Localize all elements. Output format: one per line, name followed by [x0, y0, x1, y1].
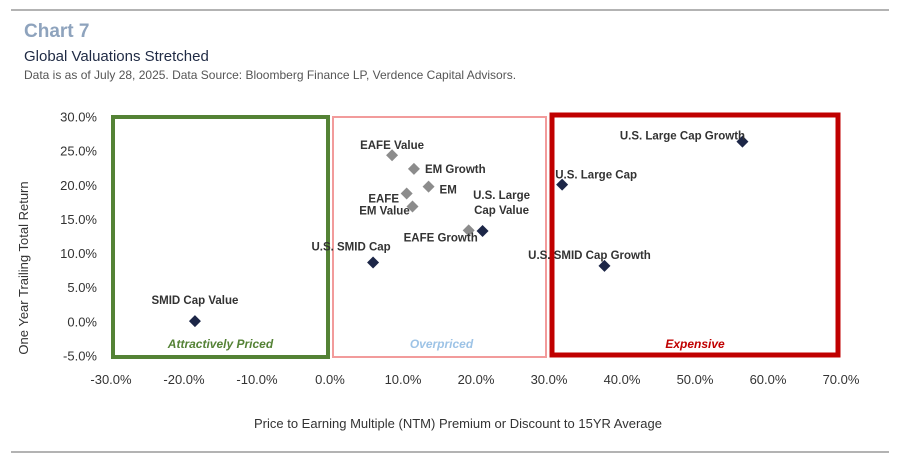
x-tick-label: -20.0% — [163, 372, 205, 387]
y-tick-label: 0.0% — [67, 314, 97, 329]
point-label: U.S. SMID Cap — [311, 241, 390, 253]
x-tick-label: -10.0% — [236, 372, 278, 387]
chart-title: Global Valuations Stretched — [24, 48, 209, 65]
data-point — [422, 180, 435, 193]
top-rule — [11, 9, 889, 11]
axes-layer: -30.0% -20.0% -10.0% 0.0% 10.0% 20.0% 30.0% 40.… — [60, 110, 860, 388]
y-tick-label: -5.0% — [63, 349, 97, 364]
zones-layer: Attractively Priced Overpriced Expensive — [111, 112, 841, 359]
point-label: SMID Cap Value — [151, 295, 238, 307]
x-tick-label: 40.0% — [604, 372, 641, 387]
data-point — [598, 259, 611, 272]
point-label: EAFE Growth — [404, 232, 478, 244]
data-point — [476, 225, 489, 238]
x-axis-title: Price to Earning Multiple (NTM) Premium … — [254, 416, 662, 431]
point-label: Cap Value — [474, 205, 529, 217]
zone-label: Expensive — [665, 337, 725, 351]
zone-label: Overpriced — [410, 337, 474, 351]
y-tick-label: 10.0% — [60, 246, 97, 261]
point-label: EM Value — [359, 205, 410, 217]
data-point — [556, 178, 569, 191]
x-tick-label: 70.0% — [823, 372, 860, 387]
y-tick-label: 15.0% — [60, 212, 97, 227]
y-tick-label: 30.0% — [60, 110, 97, 125]
data-point — [400, 187, 413, 200]
data-point — [367, 256, 380, 269]
x-tick-label: 60.0% — [750, 372, 787, 387]
zone-green-box — [111, 115, 330, 359]
x-tick-label: 0.0% — [315, 372, 345, 387]
zone-red-box — [549, 112, 841, 358]
point-label: EAFE Value — [360, 140, 424, 152]
data-point — [407, 162, 420, 175]
zone-pink-box — [332, 116, 547, 358]
point-label: EAFE — [368, 193, 399, 205]
x-tick-label: 20.0% — [458, 372, 495, 387]
point-label: U.S. Large Cap — [555, 170, 637, 182]
data-point — [462, 224, 475, 237]
x-tick-label: 10.0% — [385, 372, 422, 387]
y-tick-label: 5.0% — [67, 280, 97, 295]
y-tick-label: 20.0% — [60, 178, 97, 193]
point-label: U.S. SMID Cap Growth — [528, 250, 651, 262]
point-label: U.S. Large — [473, 190, 530, 202]
points-layer — [188, 135, 749, 328]
data-point — [736, 135, 749, 148]
point-label: EM Growth — [425, 164, 486, 176]
data-point — [386, 149, 399, 162]
data-point — [406, 200, 419, 213]
chart-source: Data is as of July 28, 2025. Data Source… — [24, 68, 517, 82]
zone-label: Attractively Priced — [167, 337, 274, 351]
chart-number: Chart 7 — [24, 21, 90, 42]
point-label: U.S. Large Cap Growth — [620, 131, 745, 143]
x-tick-label: 30.0% — [531, 372, 568, 387]
bottom-rule — [11, 451, 889, 453]
y-tick-label: 25.0% — [60, 144, 97, 159]
data-point — [188, 315, 201, 328]
x-tick-label: -30.0% — [90, 372, 132, 387]
x-tick-label: 50.0% — [677, 372, 714, 387]
y-axis-title: One Year Trailing Total Return — [16, 181, 31, 354]
point-label: EM — [440, 185, 457, 197]
